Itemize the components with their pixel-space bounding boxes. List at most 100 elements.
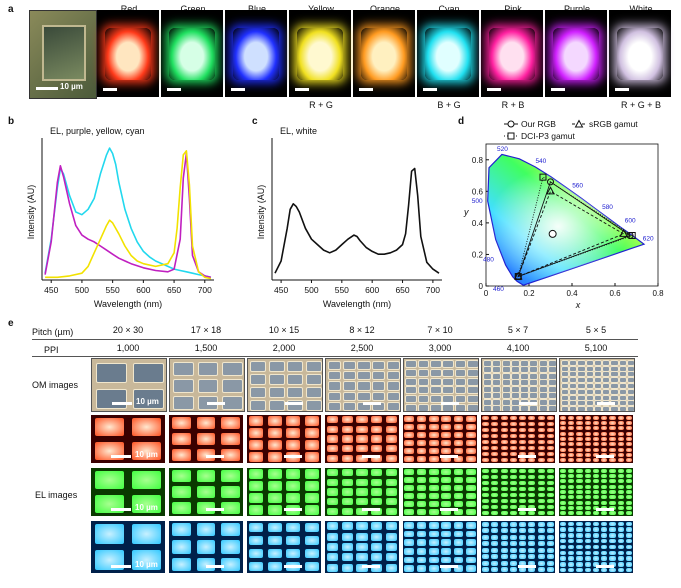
el-pixel-red: [592, 431, 600, 436]
chart-b-x-tick-label: 650: [167, 285, 181, 295]
chart-c-x-tick-label: 500: [304, 285, 318, 295]
om-pixel: [520, 379, 530, 387]
el-scale-bar-red: [518, 455, 536, 458]
om-pixel: [510, 385, 520, 393]
el-pixel-green: [416, 476, 427, 484]
el-pixel-blue: [500, 528, 508, 534]
el-pixel-red: [441, 423, 451, 431]
el-pixel-red: [304, 416, 319, 426]
el-pixel-red: [528, 433, 536, 439]
el-pixel-green: [576, 479, 583, 484]
el-pixel-red: [592, 442, 600, 447]
el-pixel-red: [592, 452, 600, 458]
el-cell-pink: [481, 10, 543, 97]
el-pixel-blue: [132, 524, 161, 544]
el-pixel-green: [453, 492, 464, 500]
om-pixel: [529, 392, 539, 400]
panel-c-letter: c: [252, 116, 258, 127]
el-pixel-green: [286, 481, 301, 491]
om-pixel: [510, 405, 520, 411]
panel-b-letter: b: [8, 116, 15, 127]
el-pixel-green: [286, 505, 301, 515]
el-image-red: [325, 415, 399, 463]
el-pixel-blue: [491, 541, 499, 547]
om-pixel: [602, 371, 611, 378]
el-pixel-red: [576, 442, 583, 447]
el-pixel-red: [500, 433, 508, 439]
el-pixel-green: [528, 498, 536, 504]
el-pixel-green: [341, 469, 353, 477]
el-glow-blue: [233, 28, 279, 80]
el-pixel-blue: [466, 530, 476, 538]
om-pixel: [430, 368, 442, 378]
chart-d: Our RGB sRGB gamut DCI-P3 gamut 0 0.2 0.4 0.6 0…: [463, 119, 664, 310]
el-pixel-red: [95, 441, 124, 461]
el-pixel-blue: [500, 554, 508, 560]
el-pixel-blue: [528, 541, 536, 547]
om-pixel: [569, 359, 578, 366]
chart-c-x-tick-label: 700: [426, 285, 440, 295]
el-pixel-blue: [356, 543, 368, 551]
el-pixel-blue: [546, 567, 554, 573]
el-pixel-green: [500, 474, 508, 480]
el-pixel-red: [482, 433, 490, 439]
el-pixel-green: [546, 510, 554, 516]
el-pixel-blue: [568, 567, 575, 573]
el-pixel-blue: [466, 539, 476, 546]
el-pixel-red: [559, 426, 567, 431]
el-pixel-blue: [609, 562, 616, 567]
el-pixel-green: [584, 489, 591, 495]
om-pixel: [547, 359, 556, 367]
el-pixel-blue: [429, 539, 439, 546]
om-pixel: [268, 399, 285, 411]
el-pixel-green: [601, 484, 608, 489]
el-pixel-blue: [249, 535, 264, 546]
el-pixel-green: [196, 485, 216, 499]
om-pixel: [357, 381, 371, 391]
el-pixel-blue: [429, 565, 439, 572]
dcip3-point: [514, 273, 522, 281]
el-pixel-red: [617, 447, 624, 452]
om-image: [559, 358, 635, 412]
om-pixel: [577, 359, 586, 366]
el-scale-bar-green: [440, 508, 458, 511]
el-pixel-red: [356, 435, 368, 443]
el-pixel-green: [617, 479, 624, 484]
ppi-value: 1,500: [194, 343, 218, 353]
el-pixel-green: [568, 468, 575, 473]
color-label-blue: Blue: [247, 4, 266, 14]
el-pixel-red: [584, 436, 591, 442]
om-pixel: [483, 385, 493, 393]
om-pixel: [405, 360, 417, 369]
pitch-value: 10 × 15: [268, 325, 300, 335]
om-pixel: [560, 377, 570, 384]
el-pixel-red: [537, 433, 545, 439]
om-pixel: [547, 392, 556, 400]
el-scale-text-red: 10 µm: [135, 450, 158, 459]
el-pixel-green: [500, 504, 508, 510]
el-pixel-green: [453, 500, 464, 508]
el-scale-bar-green: [518, 508, 536, 511]
om-pixel: [569, 365, 578, 372]
el-pixel-green: [609, 484, 616, 489]
om-pixel: [569, 406, 578, 411]
el-pixel-blue: [528, 554, 536, 560]
om-pixel: [602, 365, 611, 372]
om-pixel: [483, 379, 493, 387]
el-pixel-red: [584, 431, 591, 436]
el-pixel-green: [304, 481, 319, 491]
el-pixel-blue: [528, 534, 536, 540]
om-pixel: [442, 377, 454, 386]
el-pixel-blue: [326, 522, 338, 531]
el-pixel-green: [576, 511, 583, 516]
el-pixel-red: [546, 439, 554, 445]
legend-marker-triangle: [574, 119, 584, 128]
el-pixel-red: [609, 415, 616, 420]
om-pixel: [585, 388, 594, 395]
el-pixel-green: [528, 492, 536, 498]
om-pixel: [529, 405, 539, 411]
el-pixel-green: [576, 505, 583, 511]
om-pixel: [610, 400, 619, 407]
om-pixel: [602, 359, 611, 366]
el-pixel-green: [559, 500, 567, 505]
